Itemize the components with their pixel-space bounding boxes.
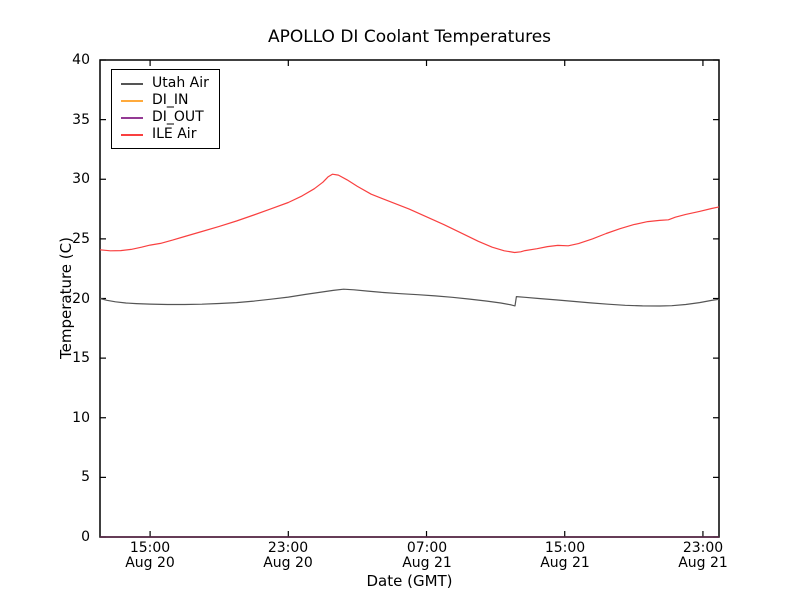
x-axis-label: Date (GMT) bbox=[366, 572, 453, 590]
legend-label: ILE Air bbox=[152, 126, 197, 142]
x-tick-date: Aug 20 bbox=[125, 555, 175, 571]
y-tick-label: 20 bbox=[72, 291, 90, 307]
y-tick-label: 25 bbox=[72, 231, 90, 247]
x-tick-time: 07:00 bbox=[406, 540, 448, 556]
x-tick-time: 23:00 bbox=[267, 540, 309, 556]
x-tick-date: Aug 20 bbox=[263, 555, 313, 571]
x-tick-date: Aug 21 bbox=[402, 555, 452, 571]
y-tick-label: 0 bbox=[81, 529, 90, 545]
legend-line-sample-ile-air bbox=[121, 133, 143, 136]
legend: Utah Air DI_IN DI_OUT ILE Air bbox=[111, 69, 220, 149]
legend-item-di-in: DI_IN bbox=[121, 92, 209, 109]
legend-item-ile-air: ILE Air bbox=[121, 126, 209, 143]
x-tick-label: 15:00 Aug 21 bbox=[510, 541, 620, 571]
legend-line-sample-di-in bbox=[121, 99, 143, 102]
x-tick-date: Aug 21 bbox=[540, 555, 590, 571]
ile-air-line bbox=[99, 173, 720, 254]
y-tick-label: 10 bbox=[72, 410, 90, 426]
legend-label: DI_OUT bbox=[152, 109, 204, 125]
y-tick-label: 40 bbox=[72, 52, 90, 68]
legend-line-sample-di-out bbox=[121, 116, 143, 119]
legend-label: DI_IN bbox=[152, 92, 189, 108]
legend-line-sample-utah-air bbox=[121, 82, 143, 85]
legend-item-di-out: DI_OUT bbox=[121, 109, 209, 126]
x-tick-time: 15:00 bbox=[544, 540, 586, 556]
x-tick-label: 15:00 Aug 20 bbox=[95, 541, 205, 571]
chart-title: APOLLO DI Coolant Temperatures bbox=[267, 27, 552, 47]
x-tick-date: Aug 21 bbox=[678, 555, 728, 571]
x-tick-time: 23:00 bbox=[682, 540, 724, 556]
utah-air-line bbox=[99, 288, 720, 307]
y-tick-label: 15 bbox=[72, 350, 90, 366]
x-tick-label: 23:00 Aug 21 bbox=[648, 541, 758, 571]
x-tick-label: 23:00 Aug 20 bbox=[233, 541, 343, 571]
legend-label: Utah Air bbox=[152, 75, 209, 91]
y-tick-label: 30 bbox=[72, 171, 90, 187]
y-tick-label: 5 bbox=[81, 469, 90, 485]
y-tick-label: 35 bbox=[72, 112, 90, 128]
x-tick-label: 07:00 Aug 21 bbox=[372, 541, 482, 571]
x-tick-time: 15:00 bbox=[129, 540, 171, 556]
legend-item-utah-air: Utah Air bbox=[121, 75, 209, 92]
